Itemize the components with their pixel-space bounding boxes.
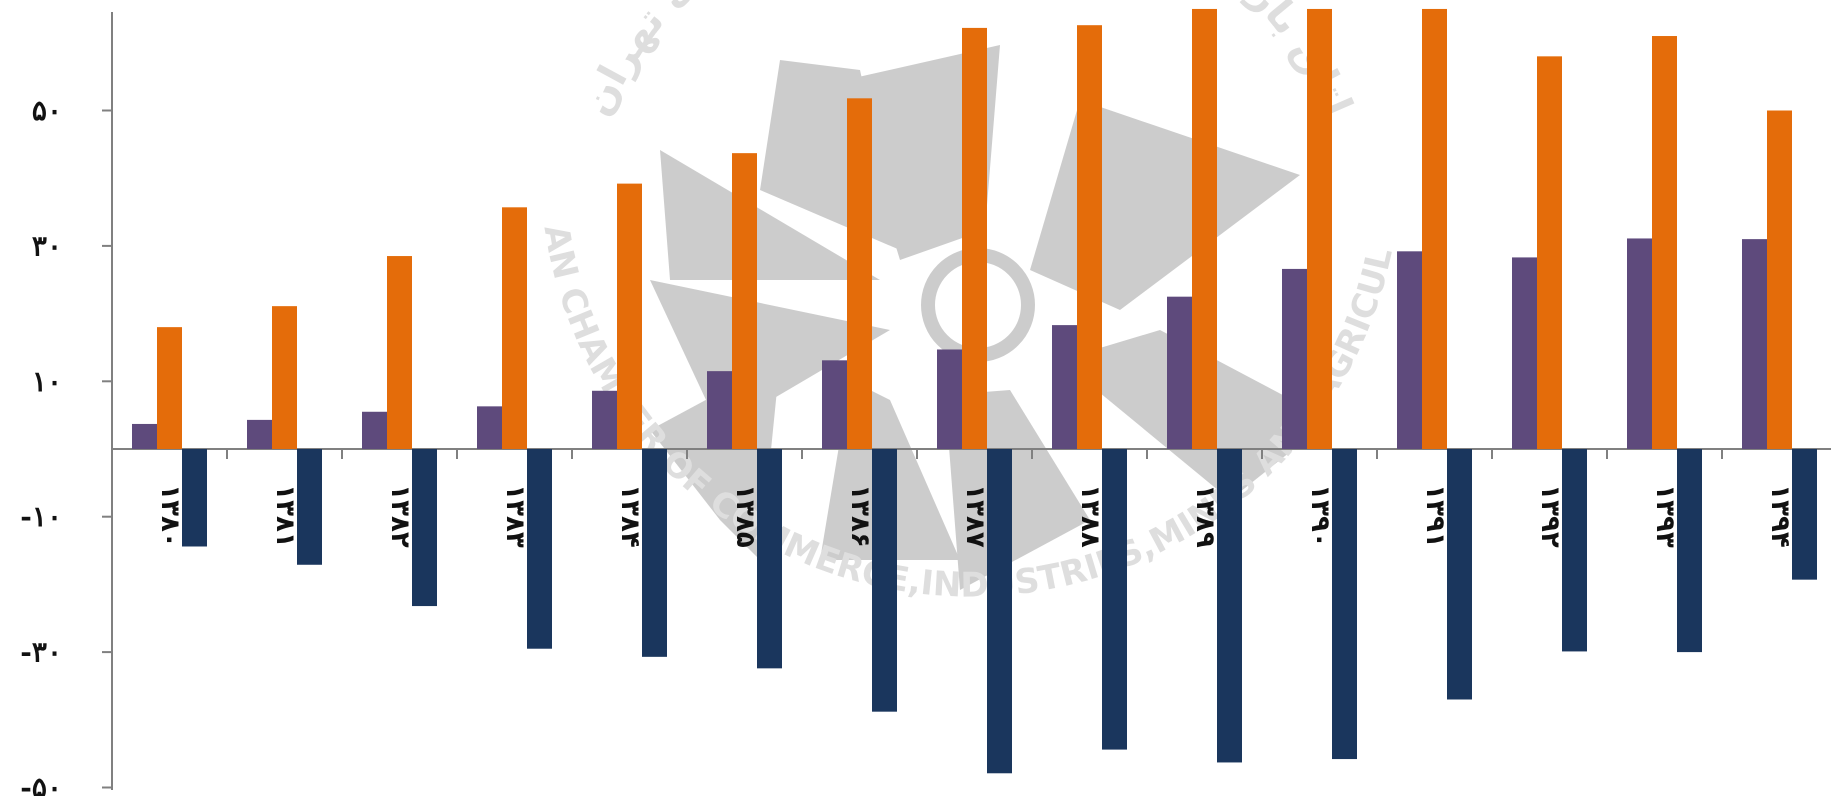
- bar-series-1-11: [1397, 251, 1422, 449]
- x-tick-label: ۱۳۹۰: [1305, 484, 1335, 547]
- bar-series-2-9: [1192, 8, 1217, 449]
- bar-series-1-1: [247, 419, 272, 449]
- bar-series-1-5: [707, 371, 732, 449]
- x-tick-label: ۱۳۸۹: [1190, 484, 1220, 548]
- bar-series-3-14: [1792, 449, 1817, 580]
- bar-series-1-2: [362, 411, 387, 449]
- bar-series-1-9: [1167, 296, 1192, 449]
- bar-series-2-12: [1537, 56, 1562, 450]
- bar-series-3-8: [1102, 449, 1127, 750]
- bar-series-3-0: [182, 449, 207, 547]
- y-tick-label: ۱۰: [32, 365, 62, 398]
- bar-series-1-10: [1282, 268, 1307, 449]
- bar-series-3-10: [1332, 449, 1357, 760]
- x-tick-label: ۱۳۹۲: [1535, 484, 1565, 548]
- x-tick-label: ۱۳۸۵: [730, 484, 760, 548]
- x-tick-label: ۱۳۹۴: [1765, 484, 1795, 547]
- y-tick-label: -۱۰: [20, 500, 62, 533]
- bar-series-2-11: [1422, 8, 1447, 449]
- x-axis-ticks: ۱۳۸۰ ۱۳۸۱ ۱۳۸۲ ۱۳۸۳ ۱۳۸۴ ۱۳۸۵ ۱۳۸۶ ۱۳۸۷ ۱۳۸۸ ۱۳۸۹…: [155, 449, 1795, 548]
- bar-series-3-6: [872, 449, 897, 712]
- bar-series-3-5: [757, 449, 782, 669]
- bar-series: [132, 8, 1817, 774]
- bar-series-3-12: [1562, 449, 1587, 652]
- y-tick-label: ۵۰: [32, 94, 62, 127]
- bar-series-1-3: [477, 406, 502, 449]
- x-tick-label: ۱۳۸۸: [1075, 484, 1105, 548]
- bar-series-3-13: [1677, 449, 1702, 653]
- bar-series-1-13: [1627, 238, 1652, 449]
- x-tick-label: ۱۳۸۰: [155, 484, 185, 547]
- bar-series-3-1: [297, 449, 322, 565]
- bar-series-1-8: [1052, 325, 1077, 449]
- x-tick-label: ۱۳۸۶: [845, 484, 875, 547]
- x-tick-label: ۱۳۸۱: [270, 484, 300, 547]
- bar-series-3-2: [412, 449, 437, 607]
- bar-series-2-1: [272, 306, 297, 449]
- bar-series-2-7: [962, 27, 987, 449]
- bar-series-1-7: [937, 349, 962, 449]
- bar-series-2-3: [502, 207, 527, 449]
- y-tick-label: -۵۰: [20, 771, 62, 796]
- bar-series-2-0: [157, 327, 182, 449]
- bar-series-1-14: [1742, 239, 1767, 449]
- bar-series-1-0: [132, 423, 157, 449]
- x-tick-label: ۱۳۸۲: [385, 484, 415, 548]
- bar-series-2-6: [847, 98, 872, 450]
- x-tick-label: ۱۳۹۱: [1420, 484, 1450, 547]
- y-axis-ticks: -۵۰ -۳۰ -۱۰ ۱۰ ۳۰ ۵۰: [20, 94, 112, 796]
- bar-series-3-4: [642, 449, 667, 657]
- bar-series-2-14: [1767, 110, 1792, 449]
- bar-series-1-6: [822, 360, 847, 449]
- y-tick-label: -۳۰: [20, 636, 62, 669]
- bar-series-1-12: [1512, 257, 1537, 449]
- x-tick-label: ۱۳۸۳: [500, 484, 530, 548]
- bar-series-2-2: [387, 256, 412, 449]
- bar-series-2-8: [1077, 25, 1102, 450]
- bar-series-3-3: [527, 449, 552, 649]
- x-tick-label: ۱۳۸۷: [960, 484, 990, 548]
- bar-series-3-7: [987, 449, 1012, 774]
- bar-series-2-4: [617, 183, 642, 449]
- bar-series-2-5: [732, 153, 757, 449]
- bar-series-1-4: [592, 390, 617, 449]
- y-tick-label: ۳۰: [32, 229, 62, 262]
- bar-series-3-9: [1217, 449, 1242, 763]
- bar-series-2-10: [1307, 8, 1332, 449]
- bar-series-2-13: [1652, 36, 1677, 449]
- bar-series-3-11: [1447, 449, 1472, 700]
- x-tick-label: ۱۳۹۳: [1650, 484, 1680, 548]
- x-tick-label: ۱۳۸۴: [615, 484, 645, 547]
